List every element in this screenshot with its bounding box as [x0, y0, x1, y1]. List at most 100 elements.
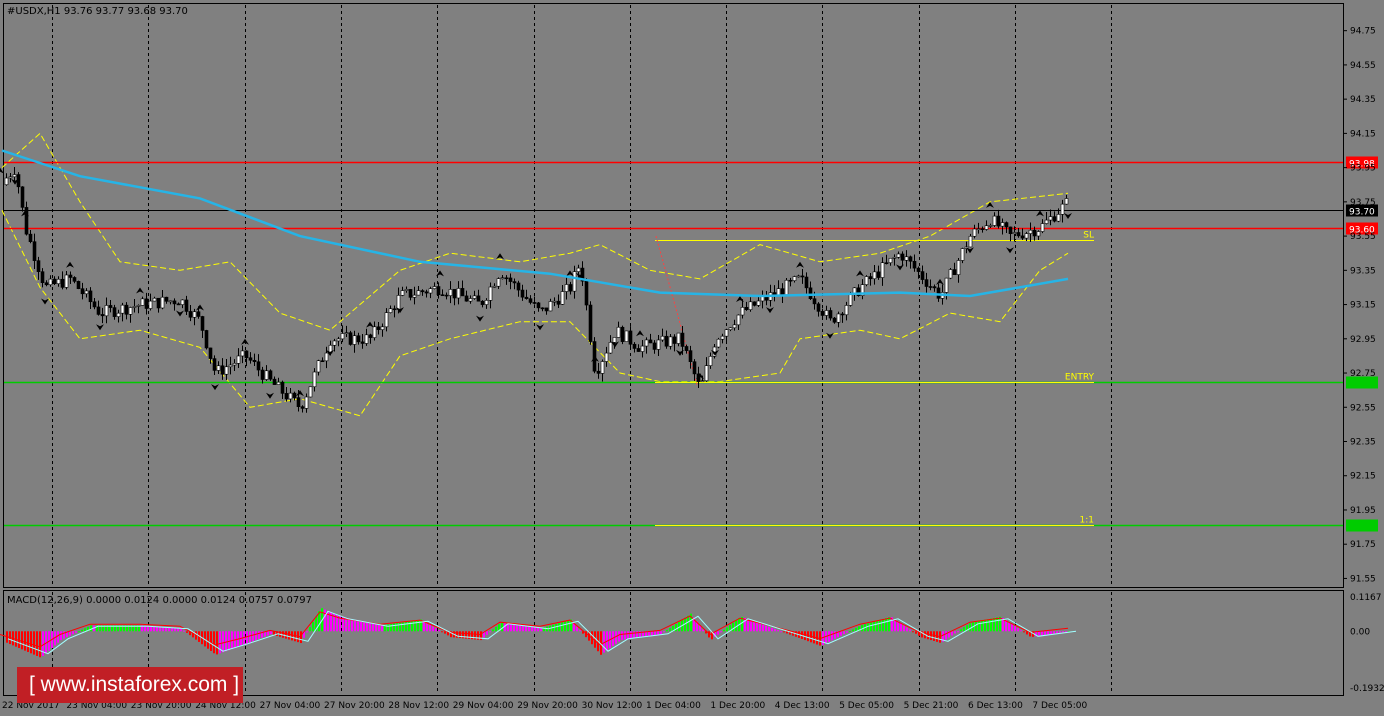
- candle-body: [568, 284, 573, 292]
- macd-bar: [396, 623, 398, 632]
- macd-bar: [18, 631, 20, 649]
- candle-body: [564, 284, 569, 292]
- candle-body: [996, 215, 1001, 227]
- macd-bar: [105, 625, 107, 632]
- macd-bar: [1005, 620, 1007, 632]
- candle-body: [784, 279, 789, 295]
- candle-body: [396, 295, 401, 310]
- level-price-tag: [1346, 376, 1378, 389]
- macd-bar: [981, 620, 983, 632]
- macd-bar: [690, 613, 692, 632]
- fractal-arrow: [736, 296, 744, 302]
- candle-body: [804, 276, 809, 289]
- macd-bar: [456, 631, 458, 638]
- candle-body: [756, 300, 761, 306]
- macd-bar: [309, 627, 311, 632]
- macd-bar: [978, 620, 980, 632]
- candle-body: [12, 174, 17, 178]
- candle-body: [724, 329, 729, 337]
- macd-bar: [957, 631, 959, 633]
- fractal-arrow: [566, 270, 574, 277]
- fractal-arrow: [796, 261, 804, 268]
- candle-body: [800, 275, 805, 278]
- candle-body: [904, 256, 909, 261]
- macd-bar: [291, 631, 293, 641]
- candle-body: [512, 281, 517, 284]
- macd-bar: [696, 621, 698, 632]
- candle-body: [276, 381, 281, 385]
- macd-bar: [762, 624, 764, 632]
- macd-bar: [159, 626, 161, 632]
- macd-bar: [912, 631, 914, 633]
- candle-body: [8, 176, 13, 179]
- candle-body: [56, 278, 61, 285]
- macd-bar: [909, 629, 911, 632]
- candle-body: [488, 286, 493, 301]
- fractal-arrow: [591, 355, 599, 362]
- macd-bar: [393, 623, 395, 632]
- fractal-arrow: [241, 338, 249, 345]
- candle-body: [480, 300, 485, 305]
- candle-body: [916, 267, 921, 272]
- macd-bar: [771, 627, 773, 632]
- candle-body: [444, 294, 449, 297]
- macd-bar: [180, 628, 182, 632]
- macd-bar: [33, 631, 35, 655]
- macd-bar: [90, 625, 92, 632]
- macd-bar: [879, 619, 881, 632]
- macd-y-tick-label: 0.00: [1350, 627, 1370, 637]
- fractal-arrow: [676, 349, 684, 356]
- candle-body: [648, 339, 653, 344]
- macd-bar: [858, 626, 860, 632]
- candle-body: [924, 279, 929, 287]
- candle-body: [876, 271, 881, 278]
- candle-body: [840, 313, 845, 316]
- macd-bar: [741, 616, 743, 632]
- candle-body: [448, 289, 453, 296]
- candle-body: [956, 260, 961, 275]
- macd-bar: [582, 631, 584, 634]
- candle-body: [356, 335, 361, 343]
- macd-bar: [270, 631, 272, 635]
- candle-body: [68, 274, 73, 278]
- fractal-arrow: [266, 392, 274, 399]
- macd-bar: [918, 631, 920, 636]
- macd-bar: [480, 631, 482, 641]
- macd-bar: [615, 631, 617, 644]
- macd-bar: [885, 618, 887, 632]
- candle-body: [780, 288, 785, 295]
- macd-bar: [60, 631, 62, 641]
- macd-bar: [840, 631, 842, 636]
- vertical-gridlines: [52, 5, 1112, 694]
- macd-bar: [1053, 631, 1055, 634]
- x-tick-label: 5 Dec 21:00: [904, 701, 959, 711]
- macd-bar: [1014, 626, 1016, 632]
- macd-bar: [987, 619, 989, 632]
- candle-body: [244, 350, 249, 359]
- macd-bar: [84, 628, 86, 632]
- macd-bar: [81, 629, 83, 632]
- macd-bar: [837, 631, 839, 638]
- macd-bar: [162, 627, 164, 632]
- candle-body: [788, 279, 793, 282]
- candle-body: [144, 298, 149, 309]
- candle-body: [584, 280, 589, 306]
- candle-body: [416, 290, 421, 296]
- macd-bar: [126, 625, 128, 632]
- candle-body: [424, 291, 429, 294]
- candle-body: [228, 364, 233, 368]
- macd-bar: [870, 622, 872, 632]
- macd-bar: [528, 626, 530, 632]
- macd-bar: [153, 626, 155, 632]
- macd-bar: [1062, 631, 1064, 633]
- fractal-arrow: [696, 373, 704, 380]
- macd-bar: [387, 624, 389, 632]
- macd-bar: [411, 620, 413, 632]
- candle-body: [320, 360, 325, 363]
- macd-bar: [408, 621, 410, 632]
- macd-bar: [246, 631, 248, 644]
- instaforex-watermark[interactable]: [ www.instaforex.com ]: [17, 667, 243, 703]
- macd-bar: [273, 631, 275, 636]
- level-price-label: 93.98: [1349, 160, 1375, 170]
